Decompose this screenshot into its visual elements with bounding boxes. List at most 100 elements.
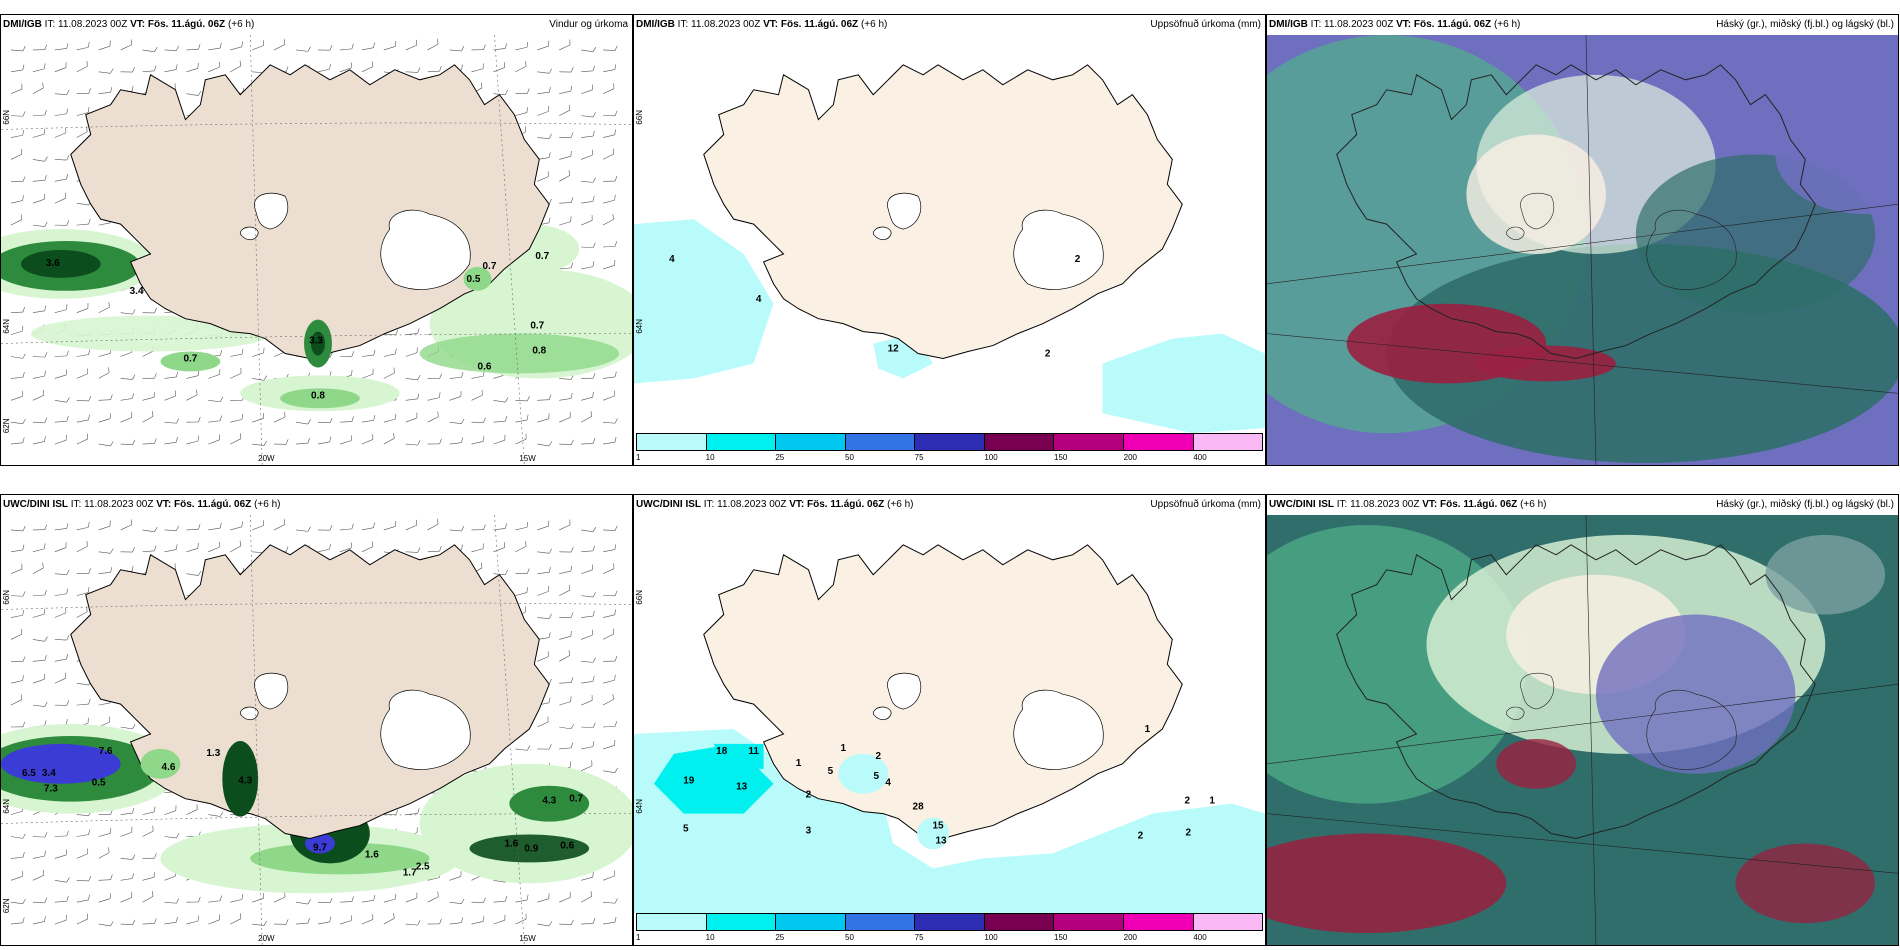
wind-barb [471,417,486,423]
wind-barb [405,67,421,73]
vt-label: VT: [763,19,779,30]
colorbar-swatch [1123,914,1194,930]
wind-barb [559,630,572,640]
colorbar-tick-label: 75 [914,453,924,462]
wind-barb [54,830,69,837]
glacier-outline [1013,689,1104,770]
wind-barb [559,132,574,138]
wind-barb [32,436,46,445]
wind-barb [559,742,573,750]
longitude-line [494,35,525,465]
wind-barb [581,112,596,118]
wind-barb [54,397,70,403]
glacier-outline [887,192,922,230]
wind-barb [230,41,243,51]
wind-barb [515,913,527,925]
colorbar-swatch [915,434,985,450]
colorbar-tick-label: 25 [775,453,785,462]
wind-barb [296,419,311,425]
wind-barb [383,367,395,379]
value-label: 4 [669,254,675,265]
precip-area [463,266,492,291]
wind-barb [10,306,25,314]
wind-barb [10,871,23,881]
wind-barb [493,43,507,51]
wind-barb [10,437,25,445]
wind-barb [76,107,90,116]
cloud-area [1466,134,1606,254]
it-value: 11.08.2023 00Z [84,499,154,510]
wind-barb [164,371,179,379]
glacier-outline [254,672,289,710]
wind-barb [10,833,26,839]
wind-barb [339,523,354,531]
panel-clouds-dmi: DMI/IGB IT: 11.08.2023 00Z VT: Fös. 11.á… [1266,14,1899,466]
wind-barb [164,418,180,424]
wind-barb [142,891,154,903]
latitude-line [1,333,632,344]
colorbar-ticks: 1 10 25 50 75 100 150 200 400 [636,452,1263,464]
wind-barb [76,433,88,445]
lead-time: (+6 h) [227,19,255,30]
glacier-outline [380,209,471,290]
wind-barb [76,218,91,226]
wind-barb [449,46,465,52]
wind-barb [164,525,179,531]
precip-area [634,219,774,384]
model-name: UWC/DINI ISL [3,499,68,510]
wind-barb [32,916,46,925]
value-label: 0.7 [183,353,197,364]
wind-barb [54,434,67,445]
wind-barb [32,156,48,162]
wind-barb [581,760,593,772]
wind-barb [120,519,132,531]
wind-barb [230,894,244,903]
wind-barb [471,897,486,903]
wind-barb [32,589,47,596]
wind-barb [54,43,69,51]
it-value: 11.08.2023 00Z [717,499,787,510]
wind-barb [361,895,376,903]
it-value: 11.08.2023 00Z [58,19,128,30]
wind-barb [164,45,179,51]
wind-barb [603,767,618,773]
value-label: 7.3 [44,784,58,795]
wind-barb [32,82,44,94]
latitude-label: 62N [2,418,11,433]
colorbar-swatch [984,914,1055,930]
value-label: 0.9 [524,843,538,854]
wind-precip-map: 66N 64N 62N 20W 15W 7.6 6.5 3.4 7.3 0.5 4.6 1.3 4.3 9… [1,515,632,945]
wind-barb [10,656,26,662]
value-label: 18 [716,746,728,757]
wind-barb [493,62,505,73]
wind-barb [10,195,24,204]
wind-barb [581,84,594,95]
wind-barb [515,745,531,751]
wind-barb [383,893,397,903]
vt-label: VT: [130,19,146,30]
wind-barb [32,701,48,707]
precip-area [883,345,908,366]
panel-header: DMI/IGB IT: 11.08.2023 00Z VT: Fös. 11.á… [634,15,1265,35]
value-label: 2 [806,790,812,801]
wind-barb [186,416,201,423]
colorbar-swatches [636,913,1263,931]
value-label: 0.7 [535,251,549,262]
value-label: 3.4 [42,768,56,779]
precip-area [305,833,335,854]
wind-barb [98,548,114,554]
wind-barb [383,41,396,51]
model-name: DMI/IGB [636,19,675,30]
panel-header: UWC/DINI ISL IT: 11.08.2023 00Z VT: Fös.… [1,495,632,515]
colorbar-tick-label: 75 [914,933,924,942]
wind-barb [471,389,483,401]
value-label: 1 [796,758,802,769]
latitude-line [1,122,632,130]
wind-barb [383,432,395,445]
precip-colorbar: 1 10 25 50 75 100 150 200 400 [636,433,1263,465]
wind-barb [427,38,439,51]
wind-barb [273,519,286,531]
cloud-area [1765,534,1886,615]
wind-barb [361,349,376,357]
value-label: 1.6 [365,849,379,860]
